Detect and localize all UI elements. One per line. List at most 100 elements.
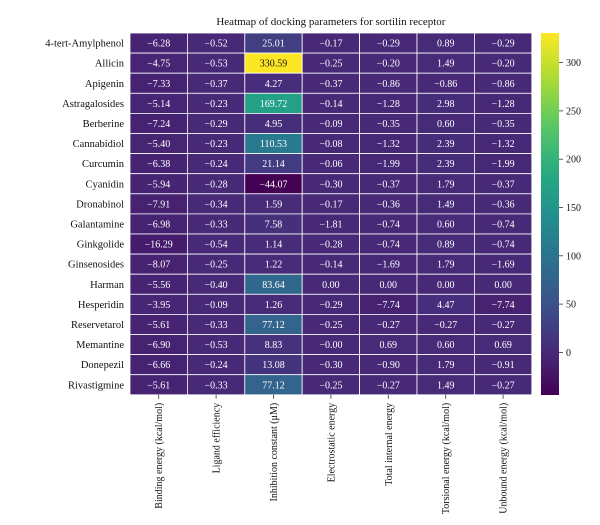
cell-value-label: 110.53 — [260, 139, 287, 150]
cell-value-label: −0.24 — [205, 360, 228, 371]
cell-value-label: 25.01 — [262, 39, 285, 50]
cell-value-label: 2.98 — [437, 99, 455, 110]
cell-value-label: −0.30 — [319, 179, 342, 190]
cell-value-label: −0.09 — [205, 300, 228, 311]
cell-value-label: −0.33 — [205, 219, 228, 230]
cell-value-label: −7.24 — [147, 119, 170, 130]
column-label: Total internal energy — [384, 403, 395, 486]
cell-value-label: −0.17 — [319, 39, 342, 50]
cell-value-label: −1.28 — [377, 99, 400, 110]
cell-value-label: −0.37 — [205, 79, 228, 90]
row-label: Curcumin — [82, 159, 125, 170]
cell-value-label: −7.74 — [377, 300, 400, 311]
cell-value-label: −0.23 — [205, 99, 228, 110]
cell-value-label: −0.37 — [492, 179, 515, 190]
cell-value-label: 4.47 — [437, 300, 455, 311]
cell-value-label: −5.14 — [147, 99, 170, 110]
row-label: Donepezil — [81, 360, 124, 371]
cell-value-label: −7.74 — [492, 300, 515, 311]
cell-value-label: −6.90 — [147, 340, 170, 351]
cell-value-label: −1.99 — [377, 159, 400, 170]
row-labels: 4-tert-Amylphenol Allicin Apigenin Astragal… — [45, 39, 124, 392]
cell-value-label: −0.25 — [319, 59, 342, 70]
row-label: Harman — [90, 280, 125, 291]
cell-value-label: 83.64 — [262, 280, 285, 291]
cell-value-label: −1.28 — [492, 99, 515, 110]
cell-value-label: 0.60 — [437, 119, 455, 130]
cell-value-label: −7.33 — [147, 79, 170, 90]
colorbar-tick-label: 100 — [566, 251, 581, 262]
cell-value-label: 2.39 — [437, 139, 455, 150]
cell-value-label: 169.72 — [260, 99, 288, 110]
cell-value-label: −0.25 — [205, 260, 228, 271]
cell-value-label: −0.34 — [205, 199, 228, 210]
cell-value-label: 0.89 — [437, 39, 455, 50]
cell-value-label: 21.14 — [262, 159, 285, 170]
row-label: 4-tert-Amylphenol — [45, 39, 124, 50]
cell-value-label: 0.00 — [437, 280, 455, 291]
cell-value-label: −0.35 — [377, 119, 400, 130]
cell-value-label: −0.25 — [319, 320, 342, 331]
cell-value-label: −1.69 — [492, 260, 515, 271]
row-label: Ginsenosides — [68, 260, 124, 271]
cell-value-label: −0.30 — [319, 360, 342, 371]
cell-value-label: −0.36 — [492, 199, 515, 210]
cell-value-label: 0.60 — [437, 340, 455, 351]
cell-value-label: −0.74 — [377, 240, 400, 251]
cell-value-label: −0.29 — [492, 39, 515, 50]
row-label: Cyanidin — [86, 179, 125, 190]
cell-value-label: 0.00 — [380, 280, 398, 291]
column-label: Torsional energy (kcal/mol) — [441, 403, 452, 514]
cell-value-label: 1.79 — [437, 260, 455, 271]
cell-value-label: −0.25 — [319, 380, 342, 391]
row-label: Ginkgolide — [77, 240, 125, 251]
colorbar-tick-label: 0 — [566, 348, 571, 359]
cell-value-label: 4.95 — [265, 119, 283, 130]
row-label: Allicin — [95, 59, 125, 70]
row-label: Dronabinol — [76, 199, 124, 210]
cell-value-label: 1.49 — [437, 199, 455, 210]
cell-value-label: −0.91 — [492, 360, 515, 371]
cell-value-label: 1.79 — [437, 360, 455, 371]
cell-value-label: −5.61 — [147, 320, 170, 331]
cell-value-label: −0.23 — [205, 139, 228, 150]
cell-value-label: −0.20 — [377, 59, 400, 70]
cell-value-label: −0.53 — [205, 59, 228, 70]
cell-value-label: 0.00 — [494, 280, 512, 291]
cell-value-label: −0.37 — [377, 179, 400, 190]
cell-value-label: −5.61 — [147, 380, 170, 391]
cell-value-label: −0.74 — [492, 240, 515, 251]
column-labels: Binding energy (kcal/mol) Ligand efficien… — [154, 394, 510, 514]
cell-value-label: −0.53 — [205, 340, 228, 351]
cell-value-label: −0.17 — [319, 199, 342, 210]
cell-value-label: −0.40 — [205, 280, 228, 291]
cell-value-label: −0.29 — [319, 300, 342, 311]
cell-value-label: −0.86 — [434, 79, 457, 90]
colorbar-ticks: 0 50 100 150 200 250 300 — [559, 58, 581, 359]
colorbar — [541, 33, 559, 395]
cell-value-label: −0.14 — [319, 99, 342, 110]
cell-value-label: −0.28 — [319, 240, 342, 251]
cell-value-label: −0.28 — [205, 179, 228, 190]
cell-value-label: −0.14 — [319, 260, 342, 271]
column-label: Ligand efficiency — [212, 403, 223, 474]
row-label: Hesperidin — [78, 300, 125, 311]
cell-value-label: 7.58 — [265, 219, 283, 230]
cell-value-label: −0.33 — [205, 380, 228, 391]
cell-value-label: 330.59 — [260, 59, 288, 70]
cell-value-label: 1.14 — [265, 240, 283, 251]
cell-value-label: −0.27 — [434, 320, 457, 331]
cell-value-label: −0.86 — [492, 79, 515, 90]
cell-value-label: 1.49 — [437, 380, 455, 391]
cell-value-label: −0.00 — [319, 340, 342, 351]
cell-value-label: 1.59 — [265, 199, 283, 210]
cell-value-label: −0.27 — [492, 380, 515, 391]
cell-value-label: 0.69 — [380, 340, 398, 351]
cell-value-label: −0.54 — [205, 240, 228, 251]
cell-value-label: 1.49 — [437, 59, 455, 70]
cell-value-label: −0.37 — [319, 79, 342, 90]
cell-value-label: −5.40 — [147, 139, 170, 150]
cell-value-label: 1.22 — [265, 260, 283, 271]
cell-value-label: −6.38 — [147, 159, 170, 170]
